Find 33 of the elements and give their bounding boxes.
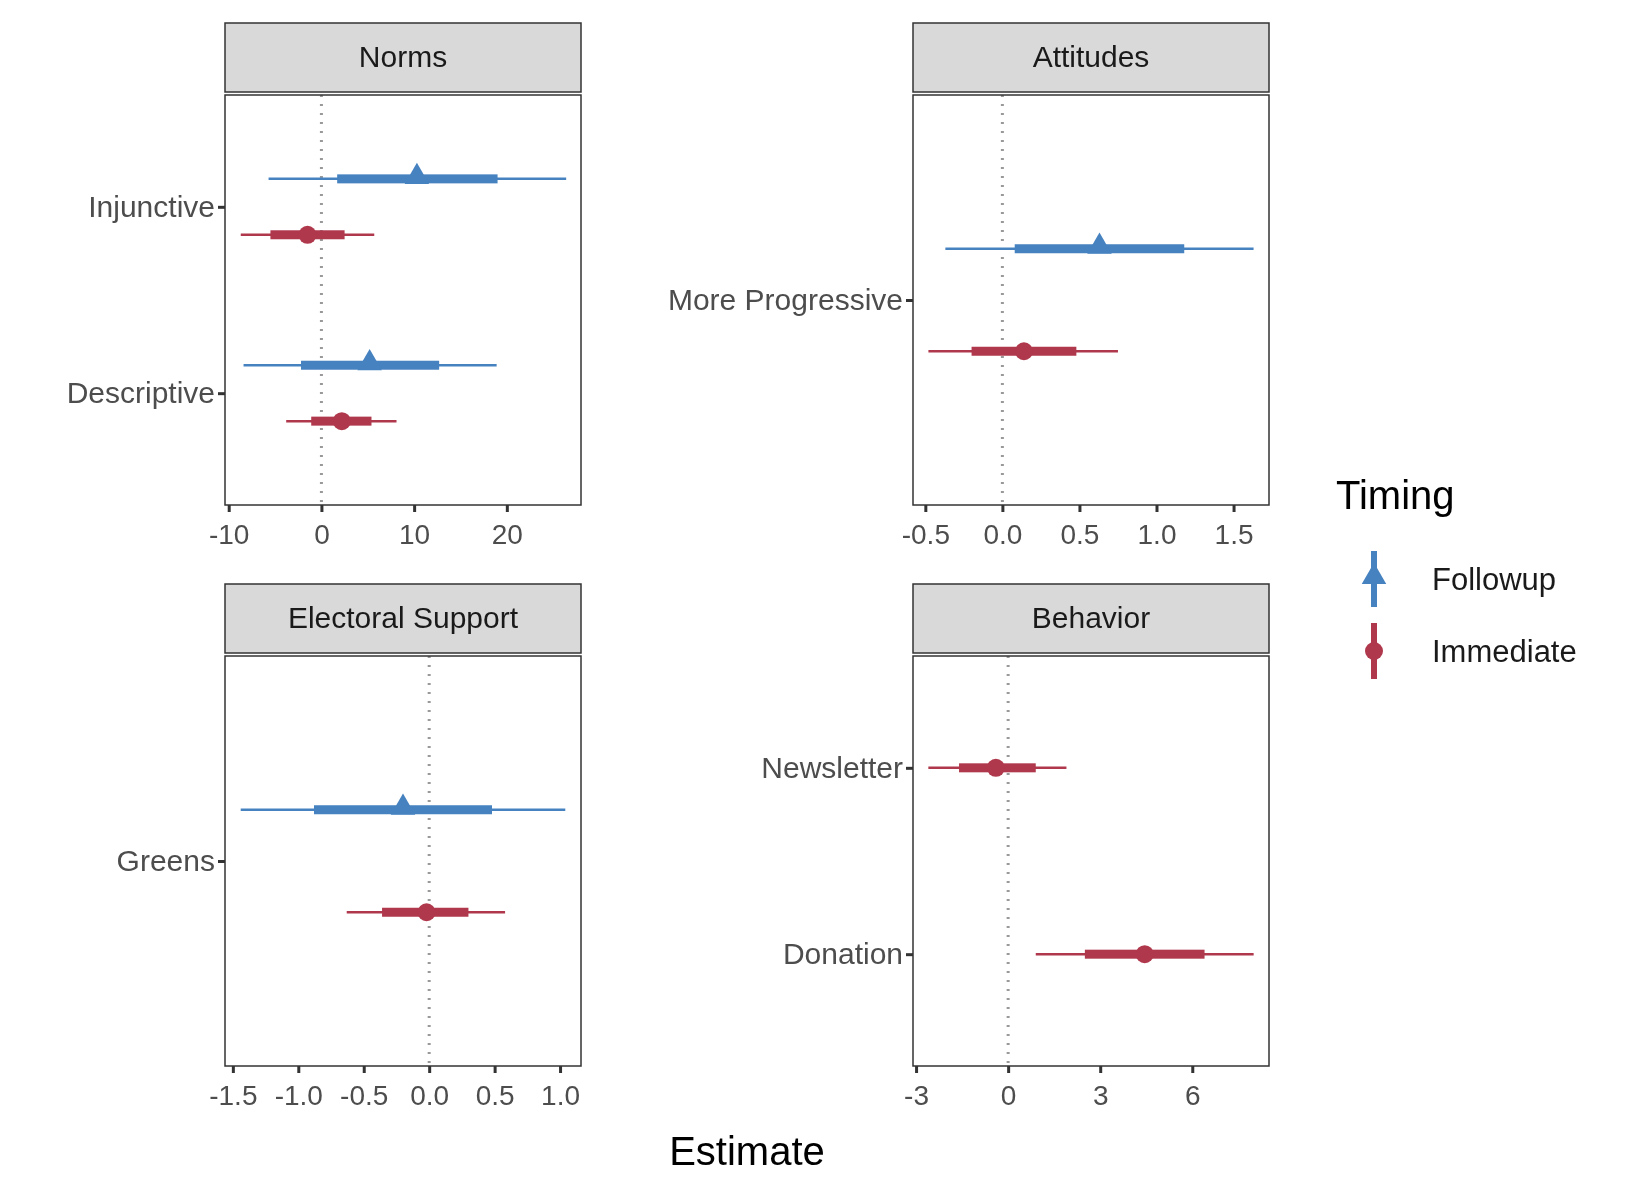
- x-tick-label: 1.5: [1214, 519, 1254, 551]
- chart-title: Electoral Support: [287, 601, 519, 634]
- x-tick-label: 0: [314, 519, 330, 551]
- x-tick-label: 20: [491, 519, 523, 551]
- x-tick-label: 0.5: [1060, 519, 1100, 551]
- x-tick-label: -10: [208, 519, 250, 551]
- y-tick-label: Greens: [116, 844, 215, 878]
- x-tick-label: 0.0: [410, 1080, 450, 1112]
- x-tick-label: 1.0: [541, 1080, 581, 1112]
- y-tick-label: Injunctive: [88, 189, 215, 223]
- legend-label: Followup: [1432, 562, 1557, 597]
- x-tick-label: -0.5: [340, 1080, 389, 1112]
- chart-title: Attitudes: [1032, 40, 1150, 73]
- x-tick-label: -3: [904, 1080, 930, 1112]
- x-tick-label: 0.0: [983, 519, 1023, 551]
- x-tick-label: -1.5: [209, 1080, 258, 1112]
- x-tick-label: 3: [1092, 1080, 1109, 1112]
- x-tick-label: -0.5: [901, 519, 950, 551]
- x-tick-label: 0.5: [475, 1080, 515, 1112]
- x-tick-label: 6: [1184, 1080, 1201, 1112]
- x-axis-title: Estimate: [669, 1129, 825, 1173]
- y-tick-label: Donation: [782, 937, 903, 971]
- chart-title: Norms: [358, 40, 448, 73]
- y-tick-label: Descriptive: [66, 376, 215, 410]
- x-tick-label: 10: [399, 519, 431, 551]
- y-tick-label: More Progressive: [667, 283, 903, 317]
- legend-label: Immediate: [1432, 634, 1577, 669]
- x-tick-label: 0: [1000, 1080, 1017, 1112]
- x-tick-label: 1.0: [1137, 519, 1177, 551]
- chart-title: Behavior: [1031, 601, 1151, 634]
- x-tick-label: -1.0: [274, 1080, 323, 1112]
- legend-title: Timing: [1336, 473, 1455, 517]
- y-tick-label: Newsletter: [761, 750, 903, 784]
